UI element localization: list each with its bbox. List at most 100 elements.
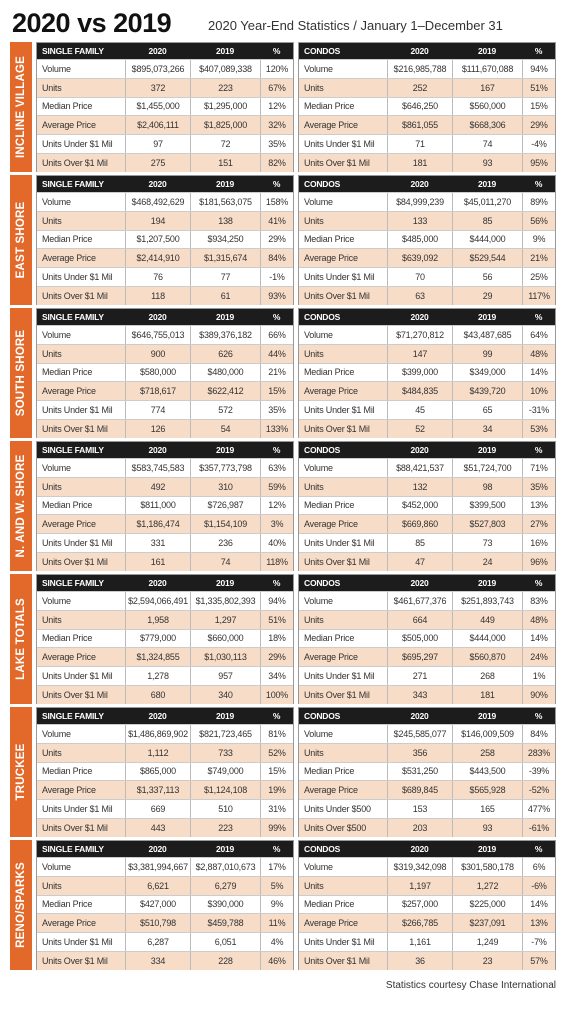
cell-value: 5% — [270, 880, 284, 891]
header-text: 2019 — [215, 312, 235, 322]
table-row: Units 492 310 59% — [37, 476, 293, 496]
row-label-cell: Units Under $1 Mil — [37, 268, 125, 286]
row-label-cell: Average Price — [37, 781, 125, 799]
value-cell: 181 — [387, 154, 452, 172]
cell-value: $452,000 — [402, 500, 438, 511]
value-cell: 21% — [522, 249, 555, 268]
cell-value: 48% — [530, 348, 548, 359]
value-cell: 34% — [260, 667, 293, 685]
row-label-cell: Units Under $1 Mil — [37, 933, 125, 951]
cell-value: 61 — [220, 290, 231, 301]
cell-value: $718,617 — [140, 386, 176, 397]
cell-value: 477% — [527, 804, 551, 815]
value-cell: 48% — [522, 610, 555, 629]
row-label: Median Price — [304, 367, 355, 378]
value-cell: 34 — [452, 420, 522, 438]
value-cell: 29% — [260, 648, 293, 667]
value-cell: 52 — [387, 420, 452, 438]
cell-value: $2,414,910 — [136, 253, 180, 264]
header-text: % — [534, 578, 543, 588]
row-label: Units Over $1 Mil — [304, 689, 370, 700]
value-cell: 94% — [522, 60, 555, 78]
value-cell: 53% — [522, 420, 555, 438]
header-cell: 2020 — [387, 708, 452, 724]
row-label: Units — [42, 880, 62, 891]
row-label: Average Price — [304, 519, 358, 530]
table-row: Units Over $1 Mil 126 54 133% — [37, 419, 293, 438]
table-row: Units Over $1 Mil 52 34 53% — [299, 419, 555, 438]
cell-value: $689,845 — [402, 785, 438, 796]
row-label: Units Under $1 Mil — [42, 937, 113, 948]
row-label-cell: Median Price — [299, 896, 387, 914]
header-cell: % — [522, 43, 555, 59]
header-cell: % — [522, 841, 555, 857]
value-cell: $301,580,178 — [452, 858, 522, 876]
value-cell: $646,250 — [387, 97, 452, 116]
value-cell: $749,000 — [190, 762, 260, 781]
cell-value: 15% — [268, 766, 286, 777]
header-text: 2020 — [410, 578, 429, 588]
cell-value: 572 — [218, 405, 233, 416]
value-cell: $357,773,798 — [190, 459, 260, 477]
table-row: Units Over $1 Mil 161 74 118% — [37, 552, 293, 571]
header-text: % — [272, 578, 281, 588]
cell-value: $565,928 — [469, 785, 506, 796]
value-cell: 57% — [522, 952, 555, 970]
cell-value: 74 — [482, 139, 493, 150]
value-cell: 56 — [452, 268, 522, 286]
row-label: Units — [42, 82, 62, 93]
value-cell: 343 — [387, 686, 452, 704]
value-cell: 510 — [190, 800, 260, 818]
cell-value: 133 — [412, 215, 428, 226]
header-text: SINGLE FAMILY — [42, 844, 104, 854]
row-label-cell: Units Over $500 — [299, 819, 387, 837]
table-row: Volume $895,073,266 $407,089,338 120% — [37, 59, 293, 78]
cell-value: $1,486,869,902 — [128, 728, 188, 739]
row-label-cell: Volume — [299, 60, 387, 78]
header-text: 2019 — [477, 445, 497, 455]
value-cell: -7% — [522, 933, 555, 951]
value-cell: 1% — [522, 667, 555, 685]
header-text: 2020 — [148, 179, 167, 189]
row-label-cell: Units — [37, 877, 125, 895]
cell-value: $1,295,000 — [203, 101, 248, 112]
cell-value: 252 — [412, 82, 428, 93]
value-cell: 61 — [190, 287, 260, 305]
cell-value: 99% — [268, 822, 286, 833]
row-label: Volume — [304, 861, 333, 872]
cell-value: $251,893,743 — [461, 595, 514, 606]
row-label: Median Price — [42, 899, 93, 910]
cell-value: 1,958 — [147, 614, 169, 625]
value-cell: 65 — [452, 401, 522, 419]
cell-value: $529,544 — [469, 253, 506, 264]
value-cell: 9% — [522, 230, 555, 249]
row-label: Average Price — [304, 785, 358, 796]
header-cell: SINGLE FAMILY — [37, 176, 125, 192]
value-cell: $1,455,000 — [125, 97, 190, 116]
value-cell: $934,250 — [190, 230, 260, 249]
cell-value: $1,186,474 — [136, 519, 180, 530]
value-cell: 1,278 — [125, 667, 190, 685]
row-label-cell: Units Under $1 Mil — [299, 268, 387, 286]
header-cell: % — [260, 708, 293, 724]
cell-value: 51% — [530, 82, 548, 93]
cell-value: 669 — [150, 804, 166, 815]
value-cell: 99% — [260, 819, 293, 837]
value-cell: 158% — [260, 193, 293, 211]
row-label-cell: Units — [299, 79, 387, 97]
cell-value: 158% — [265, 196, 289, 207]
value-cell: 44% — [260, 344, 293, 363]
stats-table: CONDOS 2020 2019% Volume $84,999,239 $45,011,… — [298, 175, 556, 305]
header-text: % — [272, 312, 281, 322]
cell-value: 117% — [528, 290, 550, 301]
subtitle: 2020 Year-End Statistics / January 1–Dec… — [208, 18, 503, 33]
region-section: SOUTH SHORE SINGLE FAMILY 2020 2019% Volume $… — [10, 308, 558, 438]
value-cell: -6% — [522, 876, 555, 895]
cell-value: $622,412 — [207, 386, 244, 397]
value-cell: -4% — [522, 135, 555, 153]
header-cell: % — [522, 708, 555, 724]
value-cell: 35% — [522, 477, 555, 496]
cell-value: 3% — [270, 519, 284, 530]
value-cell: 626 — [190, 344, 260, 363]
value-cell: $1,295,000 — [190, 97, 260, 116]
